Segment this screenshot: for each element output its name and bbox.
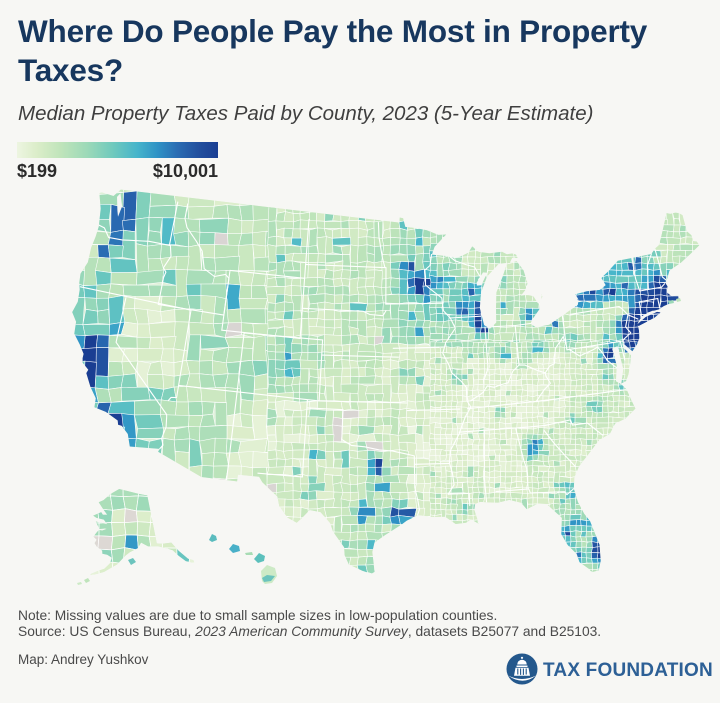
svg-text:TAX FOUNDATION: TAX FOUNDATION xyxy=(543,660,713,681)
